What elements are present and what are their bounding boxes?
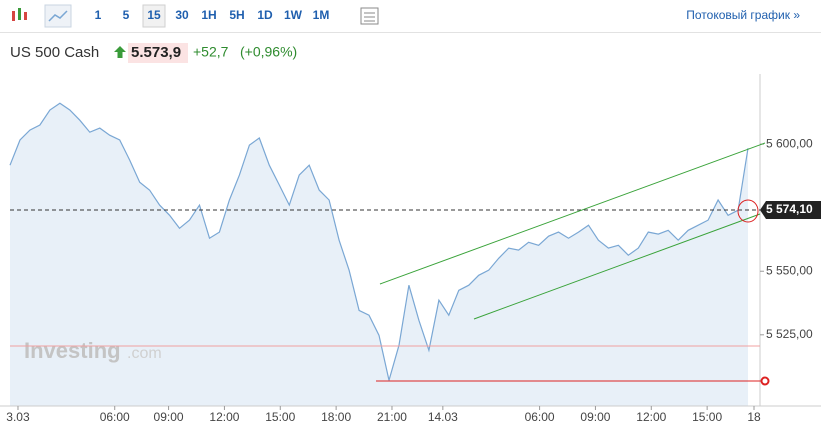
price: 5.573,9 — [131, 44, 181, 61]
candle-icon[interactable] — [12, 8, 27, 21]
interval-button[interactable]: 1M — [313, 8, 330, 22]
interval-button[interactable]: 5H — [229, 8, 244, 22]
x-tick-label: 18:00 — [321, 410, 351, 424]
marker-circle — [737, 199, 759, 223]
plot: 5 525,00 5 550,00 5 600,00 3.03 06:00 09:00 12… — [0, 74, 821, 424]
level-handle[interactable] — [760, 376, 770, 386]
interval-button[interactable]: 1 — [95, 8, 102, 22]
interval-button[interactable]: 5 — [123, 8, 130, 22]
interval-selected — [142, 4, 166, 28]
area — [10, 103, 749, 406]
x-tick-label: 18 — [747, 410, 761, 424]
x-tick-label: 09:00 — [154, 410, 184, 424]
up-arrow — [114, 46, 126, 58]
table-icon[interactable] — [360, 7, 379, 25]
change-pct: (+0,96%) — [240, 44, 297, 60]
current-price-label: 5 574,10 — [766, 202, 813, 216]
current-price-tag — [760, 200, 821, 219]
x-tick-label: 21:00 — [377, 410, 407, 424]
y-tick-label: 5 550,00 — [766, 263, 813, 277]
x-tick-label: 12:00 — [209, 410, 239, 424]
interval-button[interactable]: 30 — [175, 8, 189, 22]
x-tick-label: 15:00 — [692, 410, 722, 424]
y-tick-label: 5 525,00 — [766, 327, 813, 341]
x-tick-label: 14.03 — [428, 410, 458, 424]
trend-line — [379, 142, 766, 285]
interval-bar: 1 5 15 30 1H 5H 1D 1W 1M — [95, 4, 330, 28]
x-tick-label: 12:00 — [636, 410, 666, 424]
x-tick-label: 06:00 — [100, 410, 130, 424]
y-tick-label: 5 600,00 — [766, 136, 813, 150]
interval-button[interactable]: 1D — [257, 8, 273, 22]
interval-button[interactable]: 15 — [147, 8, 161, 22]
x-tick-label: 15:00 — [265, 410, 295, 424]
x-tick-label: 09:00 — [580, 410, 610, 424]
watermark-brand: Investing — [24, 338, 121, 363]
interval-button[interactable]: 1W — [284, 8, 303, 22]
instrument-name: US 500 Cash — [10, 44, 99, 61]
stream-link[interactable]: Потоковый график » — [686, 8, 800, 22]
area-icon[interactable] — [44, 4, 72, 28]
interval-button[interactable]: 1H — [201, 8, 216, 22]
x-tick-label: 06:00 — [525, 410, 555, 424]
trend-line — [473, 213, 761, 320]
price-line — [9, 102, 749, 381]
x-tick-label: 3.03 — [6, 410, 30, 424]
change: +52,7 — [193, 44, 229, 60]
price-bg — [128, 43, 188, 63]
watermark-suffix: .com — [127, 345, 162, 362]
